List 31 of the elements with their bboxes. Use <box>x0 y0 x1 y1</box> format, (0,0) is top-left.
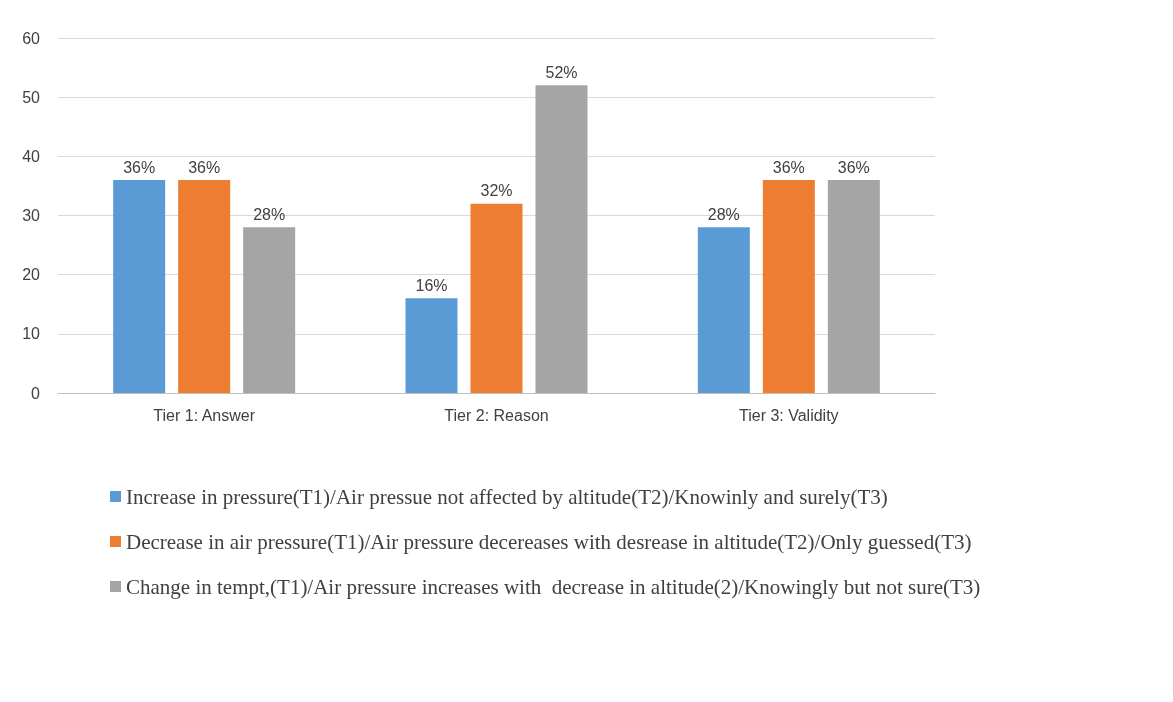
bar <box>535 85 588 393</box>
data-label: 32% <box>480 182 513 200</box>
data-label: 16% <box>415 276 448 294</box>
data-label: 36% <box>837 158 870 176</box>
bar <box>697 227 750 393</box>
bar <box>113 180 166 393</box>
y-tick-label: 30 <box>22 207 41 224</box>
y-tick-label: 50 <box>22 88 41 106</box>
y-tick-label: 10 <box>22 325 41 343</box>
bar <box>827 180 880 393</box>
x-tick-label: Tier 1: Answer <box>153 406 256 424</box>
legend-label: Decrease in air pressure(T1)/Air pressure decereases with desrease in altitude(T2)/Only guessed(T3) <box>126 529 972 554</box>
bar <box>762 180 815 393</box>
y-tick-label: 60 <box>22 29 41 47</box>
bar <box>178 180 231 393</box>
data-label: 28% <box>253 205 286 223</box>
legend-label: Increase in pressure(T1)/Air pressue not affected by altitude(T2)/Knowinly and surely(T3) <box>126 484 888 509</box>
data-label: 28% <box>707 205 740 223</box>
data-label: 36% <box>188 158 221 176</box>
bar <box>243 227 296 393</box>
y-tick-label: 0 <box>31 384 41 402</box>
bar <box>470 203 523 393</box>
x-tick-label: Tier 2: Reason <box>444 406 549 424</box>
y-tick-label: 40 <box>22 147 41 165</box>
data-label: 52% <box>545 63 578 81</box>
data-label: 36% <box>123 158 156 176</box>
x-tick-label: Tier 3: Validity <box>739 406 839 424</box>
data-label: 36% <box>772 158 805 176</box>
y-tick-label: 20 <box>22 266 41 284</box>
bar <box>405 298 458 393</box>
legend-label: Change in tempt,(T1)/Air pressure increases with decrease in altitude(2)/Knowingly but not sure(T3) <box>126 574 981 599</box>
